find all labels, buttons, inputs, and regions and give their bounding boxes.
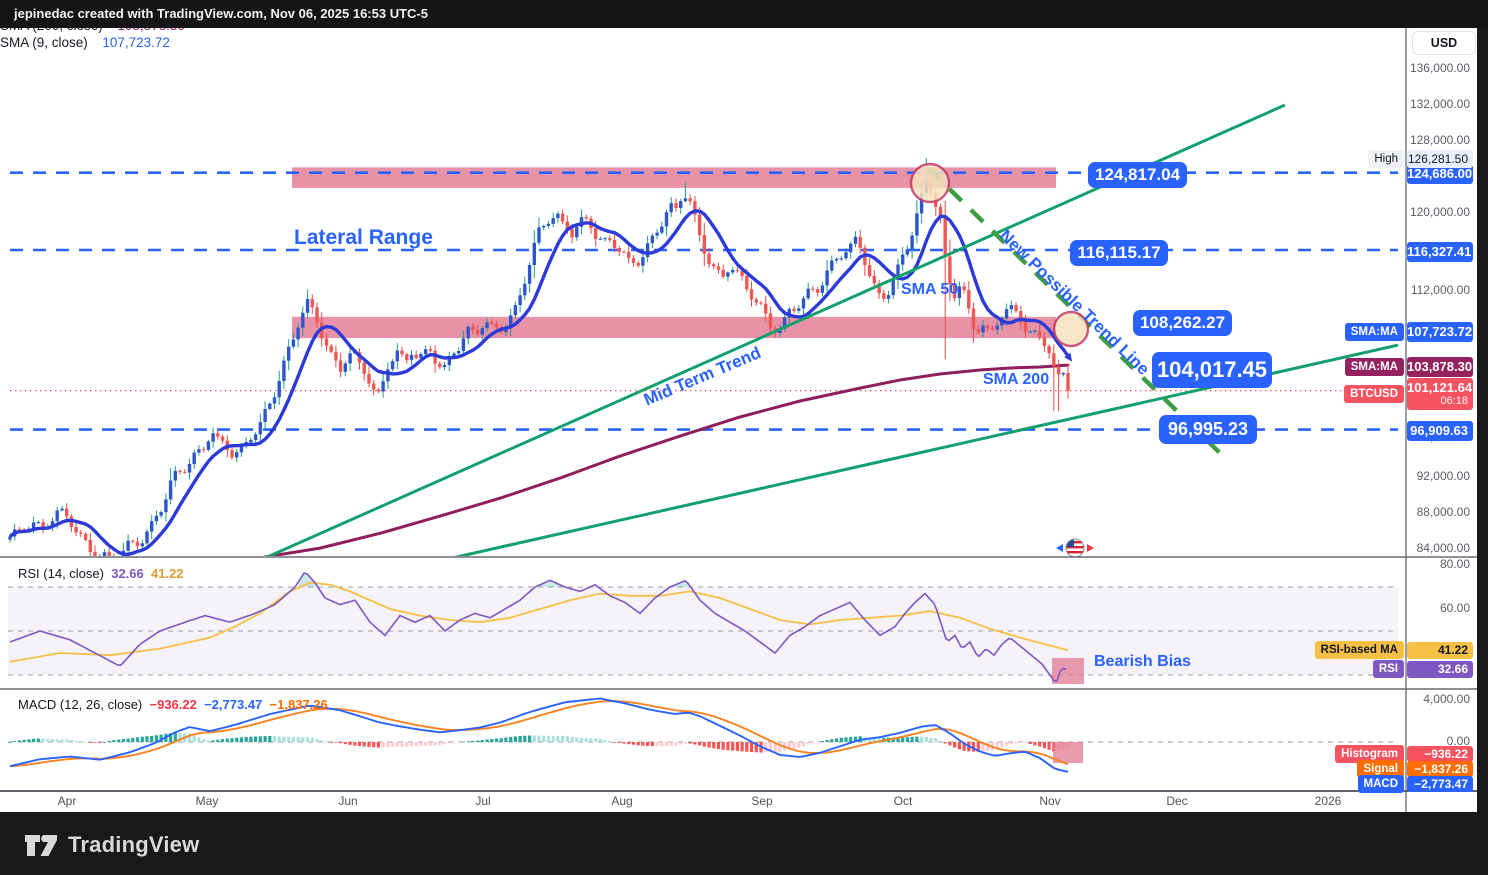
- price-label-5: 96,909.63: [1407, 421, 1473, 441]
- sma50-annotation[interactable]: SMA 50: [901, 281, 959, 298]
- price-tick: 132,000.00: [1409, 97, 1470, 111]
- rsi-tick: 60.00: [1439, 601, 1470, 615]
- macd-tick: 0.00: [1446, 734, 1470, 748]
- macd-line-value: −2,773.47: [204, 697, 263, 712]
- tradingview-logo-text: TradingView: [68, 832, 200, 857]
- rsi-legend-value: 32.66: [111, 566, 144, 581]
- sma200-annotation[interactable]: SMA 200: [983, 371, 1050, 388]
- price-callout-0[interactable]: 124,817.04: [1088, 162, 1187, 188]
- macd-signal-value: −1,837.26: [269, 697, 328, 712]
- price-tick: 112,000.00: [1410, 283, 1470, 297]
- tradingview-logo-icon: [25, 835, 57, 856]
- event-marker-us-flag-icon: [1056, 538, 1094, 558]
- attribution-bar: jepinedac created with TradingView.com, …: [0, 0, 1488, 28]
- footer-bar: [0, 812, 1488, 875]
- price-tick: 88,000.00: [1416, 505, 1470, 519]
- time-tick-Nov[interactable]: Nov: [1039, 794, 1061, 808]
- price-callout-4[interactable]: 96,995.23: [1159, 415, 1257, 444]
- time-tick-Sep[interactable]: Sep: [751, 794, 773, 808]
- lateral-range-annotation[interactable]: Lateral Range: [294, 226, 433, 249]
- time-tick-2026[interactable]: 2026: [1314, 794, 1342, 808]
- time-tick-Oct[interactable]: Oct: [893, 794, 913, 808]
- time-tick-Dec[interactable]: Dec: [1166, 794, 1188, 808]
- macd-legend[interactable]: MACD (12, 26, close) −936.22 −2,773.47 −…: [18, 697, 328, 712]
- bearish-bias-annotation[interactable]: Bearish Bias: [1094, 653, 1191, 670]
- rsi-ma-legend-value: 41.22: [151, 566, 184, 581]
- sma9-label: SMA (9, close): [0, 35, 88, 50]
- macd-label-2: −2,773.47: [1407, 776, 1473, 792]
- macd-hist-value: −936.22: [149, 697, 197, 712]
- attribution-text: jepinedac created with TradingView.com, …: [14, 6, 428, 21]
- macd-label-1: −1,837.26: [1407, 761, 1473, 777]
- price-callout-2[interactable]: 108,262.27: [1133, 310, 1232, 336]
- price-label-2: 107,723.72: [1407, 322, 1473, 342]
- price-label-4-tag: BTCUSD: [1344, 385, 1404, 403]
- price-callout-3[interactable]: 104,017.45: [1152, 352, 1272, 388]
- price-tick: 92,000.00: [1416, 469, 1470, 483]
- currency-unit-button[interactable]: USD: [1412, 31, 1476, 55]
- macd-tick: 4,000.00: [1423, 692, 1470, 706]
- macd-legend-title: MACD (12, 26, close): [18, 697, 143, 712]
- tradingview-logo[interactable]: TradingView: [24, 830, 199, 860]
- rsi-tick: 80.00: [1439, 557, 1470, 571]
- high-price-label: 126,281.50: [1407, 150, 1473, 168]
- macd-label-1-tag: Signal: [1357, 760, 1404, 778]
- time-tick-Aug[interactable]: Aug: [611, 794, 633, 808]
- sma9-legend-row[interactable]: SMA (9, close) 107,723.72: [0, 34, 1488, 51]
- price-tick: 120,000.00: [1409, 205, 1470, 219]
- high-tag: High: [1368, 150, 1404, 168]
- price-tick: 136,000.00: [1409, 61, 1470, 75]
- time-tick-Apr[interactable]: Apr: [57, 794, 77, 808]
- right-margin: [1477, 28, 1488, 812]
- time-tick-Jun[interactable]: Jun: [338, 794, 358, 808]
- rsi-label-0-tag: RSI-based MA: [1314, 641, 1404, 659]
- price-label-2-tag: SMA:MA: [1344, 323, 1404, 341]
- price-label-1: 116,327.41: [1407, 242, 1473, 262]
- price-tick: 128,000.00: [1409, 133, 1470, 147]
- time-tick-Jul[interactable]: Jul: [475, 794, 491, 808]
- macd-label-2-tag: MACD: [1357, 775, 1404, 793]
- price-tick: 84,000.00: [1416, 541, 1470, 555]
- price-callout-1[interactable]: 116,115.17: [1070, 240, 1168, 266]
- time-tick-May[interactable]: May: [195, 794, 219, 808]
- macd-label-0-tag: Histogram: [1335, 745, 1404, 763]
- rsi-legend[interactable]: RSI (14, close) 32.66 41.22: [18, 566, 184, 581]
- sma9-value: 107,723.72: [102, 35, 170, 50]
- price-label-3-tag: SMA:MA: [1344, 358, 1404, 376]
- rsi-label-1: 32.66: [1407, 660, 1473, 678]
- price-label-0: 124,686.00: [1407, 164, 1473, 184]
- rsi-label-1-tag: RSI: [1372, 660, 1404, 678]
- price-label-4: 101,121.64 06:18: [1407, 378, 1473, 410]
- price-label-3: 103,878.30: [1407, 357, 1473, 377]
- macd-label-0: −936.22: [1407, 746, 1473, 762]
- rsi-label-0: 41.22: [1407, 641, 1473, 659]
- rsi-legend-title: RSI (14, close): [18, 566, 104, 581]
